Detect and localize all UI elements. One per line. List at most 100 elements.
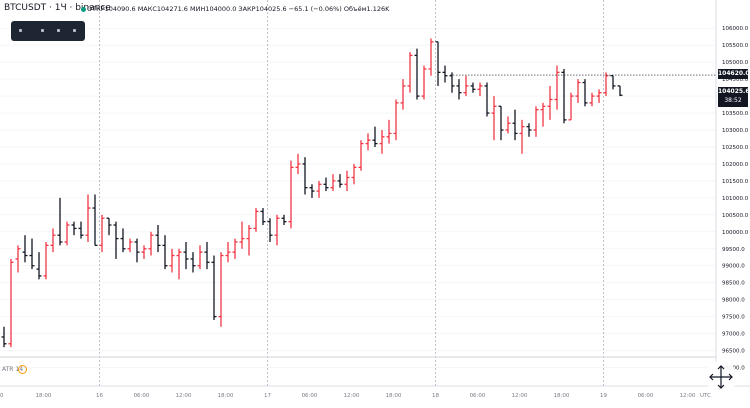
ohlc-bar [582, 79, 588, 107]
time-tick-label: 06:00 [134, 393, 150, 399]
price-tick-label: 98500.0 [722, 281, 745, 287]
price-tick-label: 104500.0 [722, 77, 749, 83]
ohlc-bar [148, 231, 154, 256]
zoom-icon[interactable] [704, 360, 738, 394]
ohlc-bar [344, 170, 350, 192]
ohlc-bar [120, 228, 126, 253]
ohlc-bar [617, 85, 623, 97]
timezone-label[interactable]: UTC [700, 393, 711, 399]
ohlc-readout: ОТКР104090.6 МАКС104271.6 МИН104000.0 ЗА… [87, 5, 390, 13]
ohlc-bar [337, 174, 343, 188]
ohlc-bar [316, 180, 322, 198]
ohlc-bar [106, 217, 112, 236]
ohlc-bar [239, 221, 245, 249]
ohlc-bar [358, 140, 364, 171]
indicator-settings-icon[interactable] [18, 365, 27, 374]
ohlc-bar [526, 123, 532, 137]
price-tick-label: 105500.0 [722, 43, 749, 49]
ohlc-bar [477, 82, 483, 97]
dotted-level-price-tag: 104620.0 [718, 69, 750, 79]
price-tick-label: 102000.0 [722, 162, 749, 168]
time-tick-label: 18 [432, 393, 439, 399]
price-tick-label: 102500.0 [722, 145, 749, 151]
ohlc-bar [36, 252, 42, 280]
ohlc-bar [29, 238, 35, 270]
atr-indicator-label[interactable]: ATR 14 [2, 366, 24, 373]
ohlc-bar [428, 38, 434, 76]
time-tick-label: 06:00 [638, 393, 654, 399]
price-tick-label: 105000.0 [722, 60, 749, 66]
ohlc-bar [547, 85, 553, 120]
price-axis[interactable]: 106000.0105500.0105000.0104500.0104000.0… [722, 26, 749, 371]
ohlc-bar [127, 238, 133, 253]
time-tick-label: 18:00 [36, 393, 52, 399]
ohlc-bar [274, 214, 280, 246]
ohlc-bar [78, 221, 84, 239]
price-tick-label: 100000.0 [722, 230, 749, 236]
ohlc-bar [470, 82, 476, 93]
time-tick-label: 16 [96, 393, 103, 399]
control-icon[interactable] [19, 29, 22, 32]
time-tick-label: 06:00 [302, 393, 318, 399]
ohlc-bar [232, 238, 238, 259]
ohlc-bars [1, 38, 623, 348]
ohlc-bar [351, 163, 357, 185]
ohlc-bar [575, 79, 581, 103]
ohlc-bar [134, 238, 140, 263]
ohlc-bar [92, 194, 98, 247]
ohlc-bar [22, 235, 28, 263]
ohlc-bar [64, 221, 70, 246]
time-tick-label: 17 [264, 393, 271, 399]
price-tick-label: 99500.0 [722, 247, 745, 253]
ohlc-bar [372, 126, 378, 147]
ohlc-bar [15, 245, 21, 273]
ohlc-bar [610, 75, 616, 90]
price-tick-label: 99000.0 [722, 264, 745, 270]
ohlc-bar [589, 92, 595, 107]
ohlc-bar [512, 109, 518, 141]
price-tick-label: 98000.0 [722, 298, 745, 304]
time-tick-label: 12:00 [680, 393, 696, 399]
ohlc-bar [449, 72, 455, 93]
control-icon[interactable] [41, 29, 44, 32]
ohlc-bar [295, 153, 301, 175]
ohlc-bar [183, 241, 189, 270]
ohlc-bar [71, 221, 77, 236]
ohlc-bar [260, 208, 266, 226]
time-tick-label: 18:00 [218, 393, 234, 399]
time-tick-label: 18:00 [554, 393, 570, 399]
time-tick-label: 18:00 [386, 393, 402, 399]
ohlc-bar [596, 89, 602, 103]
ohlc-bar [141, 245, 147, 259]
time-tick-label: 19 [600, 393, 607, 399]
ohlc-bar [155, 225, 161, 253]
ohlc-bar [330, 174, 336, 192]
time-tick-label: 06:00 [470, 393, 486, 399]
price-tick-label: 106000.0 [722, 26, 749, 32]
control-icon[interactable] [57, 29, 60, 32]
time-tick-label: 12:00 [344, 393, 360, 399]
time-tick-label: 12:00 [512, 393, 528, 399]
ohlc-bar [421, 65, 427, 100]
ohlc-bar [498, 105, 504, 141]
time-axis[interactable]: 0 18:00 16 06:00 12:00 18:00 17 06:00 12:00 18:00… [0, 393, 696, 399]
ohlc-bar [197, 245, 203, 270]
ohlc-bar [169, 248, 175, 273]
ohlc-bar [323, 177, 329, 192]
ohlc-bar [407, 51, 413, 93]
ohlc-bar [540, 102, 546, 127]
ohlc-bar [288, 160, 294, 229]
price-tick-label: 100500.0 [722, 213, 749, 219]
ohlc-bar [8, 258, 14, 348]
toolbar-controls[interactable] [11, 21, 85, 41]
ohlc-bar [204, 241, 210, 270]
ohlc-bar [533, 106, 539, 137]
symbol-title[interactable]: BTCUSDT · 1Ч · binance [4, 3, 111, 13]
price-tick-label: 101500.0 [722, 179, 749, 185]
ohlc-bar [253, 208, 259, 232]
last-price-value: 104025.6 [718, 88, 750, 95]
ohlc-bar [99, 214, 105, 253]
control-icon[interactable] [73, 29, 76, 32]
